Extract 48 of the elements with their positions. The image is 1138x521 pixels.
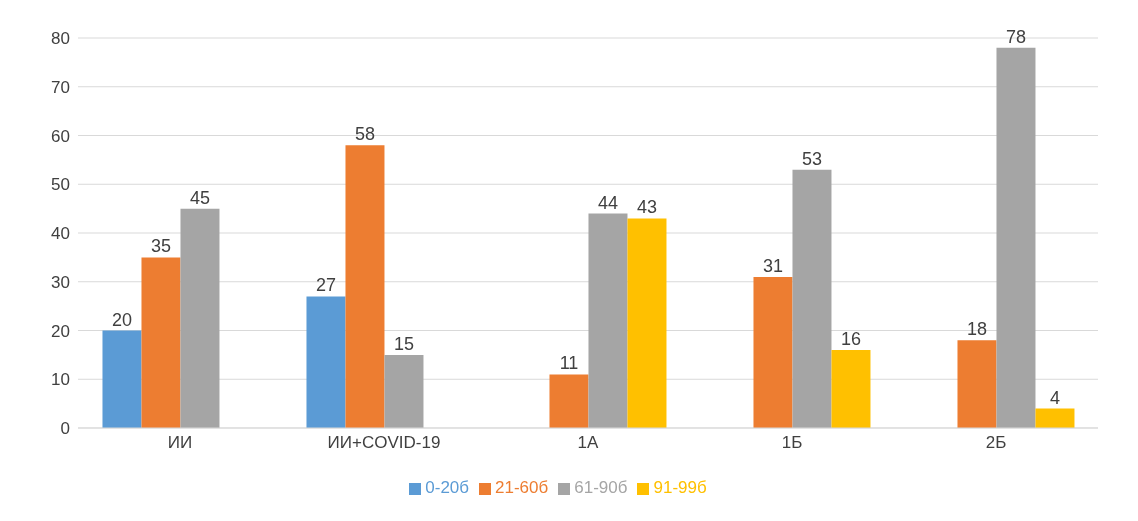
legend-label: 21-60б [495,478,549,497]
legend-label: 91-99б [653,478,707,497]
bar [831,350,871,428]
data-label: 78 [1005,26,1026,47]
x-tick-label: 1А [577,433,600,453]
data-label: 27 [315,275,336,296]
bar [306,296,346,428]
data-label: 31 [762,255,783,276]
data-label: 58 [354,124,375,145]
y-tick-label: 40 [51,224,70,244]
legend-label: 0-20б [425,478,470,497]
bar [345,145,385,428]
bar [792,169,832,428]
y-tick-label: 20 [51,321,70,341]
bar [588,213,628,428]
data-label: 35 [150,236,171,257]
x-tick-label: 1Б [781,433,803,453]
data-label: 16 [840,329,861,349]
data-label: 43 [636,197,657,218]
data-label: 15 [393,333,414,354]
data-label: 4 [1049,387,1060,408]
data-label: 53 [801,148,822,169]
data-label: 11 [559,353,579,374]
y-tick-label: 70 [51,77,70,97]
y-tick-label: 30 [51,272,70,292]
bar [384,354,424,428]
bar [957,340,997,428]
bar [549,374,589,428]
data-label: 45 [189,187,210,208]
y-tick-label: 80 [51,29,70,49]
bar [180,208,220,428]
bar [627,218,667,428]
data-label: 44 [597,192,618,213]
y-tick-label: 60 [51,126,70,146]
bar [141,257,181,428]
x-tick-label: 2Б [985,433,1007,453]
y-tick-label: 10 [51,370,70,390]
data-label: 20 [111,309,132,330]
bar [102,330,142,428]
x-tick-label: ИИ+COVID-19 [327,433,441,453]
y-tick-label: 0 [60,419,70,439]
y-tick-label: 50 [51,175,70,195]
bar [1035,408,1075,428]
data-label: 18 [966,319,987,340]
x-tick-label: ИИ [167,433,193,453]
bar [996,47,1036,428]
bar [753,276,793,428]
legend-label: 61-90б [574,478,628,497]
